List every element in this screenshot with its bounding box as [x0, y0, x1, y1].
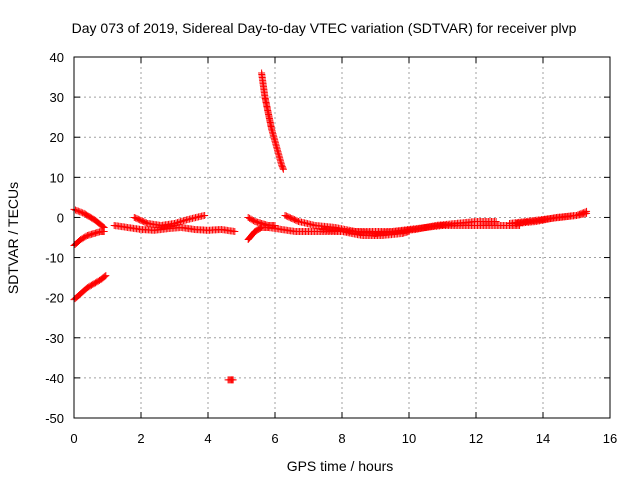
data-point — [229, 376, 237, 384]
y-tick-label: -40 — [45, 371, 64, 386]
data-point — [77, 208, 85, 216]
data-point — [581, 208, 589, 216]
tick-labels: 0 2 4 6 8 10 12 14 16 -50 -40 -30 -20 -10 0 10 20 30 40 — [45, 50, 617, 446]
x-tick-label: 12 — [469, 431, 483, 446]
data-point — [231, 227, 239, 235]
data-point — [577, 210, 585, 218]
y-tick-label: -20 — [45, 291, 64, 306]
y-tick-label: -30 — [45, 331, 64, 346]
data-series-segment — [224, 376, 237, 384]
data-series-segment — [130, 211, 209, 229]
data-point — [573, 211, 580, 219]
x-tick-label: 8 — [338, 431, 345, 446]
data-series-segment — [318, 225, 413, 239]
data-point — [279, 165, 287, 173]
data-point — [102, 272, 110, 280]
data-series-segment — [512, 207, 591, 227]
y-tick-label: 40 — [50, 50, 64, 65]
x-tick-label: 14 — [536, 431, 550, 446]
data-point — [405, 227, 413, 235]
data-point — [580, 209, 588, 217]
y-tick-label: -10 — [45, 251, 64, 266]
x-tick-label: 4 — [204, 431, 211, 446]
data-point — [73, 207, 81, 215]
data-point — [100, 227, 108, 235]
data-point — [574, 211, 582, 219]
data-point — [74, 207, 82, 215]
data-points — [70, 69, 591, 384]
y-axis-title: SDTVAR / TECUs — [5, 182, 21, 294]
grid-lines — [74, 57, 610, 418]
data-point — [101, 272, 109, 280]
y-tick-label: 30 — [50, 90, 64, 105]
y-tick-label: 10 — [50, 170, 64, 185]
data-point — [575, 210, 583, 218]
data-point — [71, 206, 79, 214]
y-tick-label: -50 — [45, 411, 64, 426]
data-point — [492, 217, 500, 225]
data-series-segment — [110, 221, 239, 235]
data-point — [279, 164, 287, 172]
data-point — [583, 207, 591, 215]
x-tick-label: 6 — [271, 431, 278, 446]
y-tick-label: 20 — [50, 130, 64, 145]
data-point — [201, 211, 209, 219]
x-tick-label: 16 — [603, 431, 617, 446]
plot-frame — [73, 56, 611, 419]
data-point — [293, 217, 301, 225]
y-tick-label: 0 — [57, 210, 64, 225]
x-tick-label: 0 — [70, 431, 77, 446]
data-point — [578, 209, 586, 217]
x-tick-label: 10 — [402, 431, 416, 446]
data-series-segment — [70, 272, 110, 304]
data-series-segment — [258, 69, 287, 173]
chart-title: Day 073 of 2019, Sidereal Day-to-day VTE… — [72, 20, 577, 36]
x-axis-title: GPS time / hours — [287, 458, 394, 474]
data-point — [76, 208, 84, 216]
x-tick-label: 2 — [137, 431, 144, 446]
